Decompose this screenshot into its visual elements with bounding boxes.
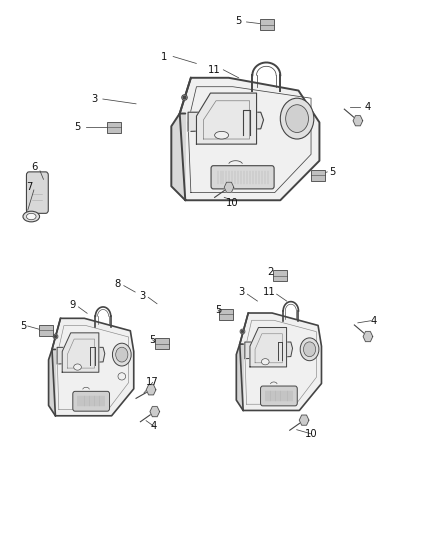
Circle shape: [286, 104, 308, 133]
Text: 10: 10: [305, 429, 318, 439]
Text: 3: 3: [139, 290, 146, 301]
Polygon shape: [240, 313, 321, 410]
Polygon shape: [171, 114, 185, 200]
FancyBboxPatch shape: [261, 386, 297, 406]
Text: 11: 11: [263, 287, 276, 297]
Text: 5: 5: [74, 122, 80, 132]
Circle shape: [113, 343, 131, 366]
Text: 11: 11: [208, 65, 221, 75]
Polygon shape: [150, 407, 159, 417]
Circle shape: [280, 98, 314, 139]
Ellipse shape: [23, 211, 39, 222]
Polygon shape: [353, 116, 363, 126]
Text: 6: 6: [32, 161, 38, 172]
Ellipse shape: [118, 373, 126, 380]
Text: 4: 4: [150, 421, 157, 431]
Bar: [273, 270, 287, 281]
Polygon shape: [250, 328, 286, 367]
Text: 9: 9: [70, 300, 76, 310]
Circle shape: [116, 347, 128, 362]
Bar: [155, 338, 169, 349]
Text: 5: 5: [215, 305, 221, 315]
Text: 10: 10: [226, 198, 238, 208]
Polygon shape: [245, 342, 293, 359]
Bar: [39, 325, 53, 336]
Polygon shape: [197, 93, 257, 144]
Polygon shape: [188, 112, 264, 131]
Polygon shape: [62, 333, 99, 372]
Text: 3: 3: [239, 287, 245, 297]
Polygon shape: [146, 385, 156, 395]
FancyBboxPatch shape: [26, 172, 48, 213]
Polygon shape: [49, 350, 55, 416]
Polygon shape: [57, 348, 105, 364]
Text: 5: 5: [236, 16, 242, 26]
Text: 1: 1: [161, 52, 168, 61]
Text: 4: 4: [371, 316, 377, 326]
Polygon shape: [52, 318, 134, 416]
Text: 3: 3: [92, 94, 98, 104]
FancyBboxPatch shape: [211, 166, 274, 189]
Bar: [311, 169, 325, 181]
Text: 5: 5: [329, 167, 336, 177]
Circle shape: [300, 338, 319, 361]
Text: 7: 7: [26, 182, 32, 192]
Polygon shape: [180, 78, 319, 200]
Bar: [107, 122, 121, 133]
Bar: [260, 19, 274, 30]
Text: 5: 5: [149, 335, 156, 345]
Polygon shape: [237, 344, 243, 410]
FancyBboxPatch shape: [73, 391, 110, 411]
Polygon shape: [224, 182, 234, 192]
Polygon shape: [299, 415, 309, 425]
Text: 4: 4: [364, 102, 371, 112]
Polygon shape: [363, 332, 373, 342]
Text: 5: 5: [20, 321, 27, 331]
Ellipse shape: [26, 213, 36, 220]
Ellipse shape: [74, 364, 81, 370]
Text: 8: 8: [115, 279, 121, 288]
Ellipse shape: [215, 131, 229, 139]
Text: 2: 2: [267, 267, 274, 277]
Ellipse shape: [261, 359, 269, 365]
Bar: [219, 309, 233, 320]
Circle shape: [304, 342, 316, 357]
Text: 17: 17: [146, 377, 159, 387]
